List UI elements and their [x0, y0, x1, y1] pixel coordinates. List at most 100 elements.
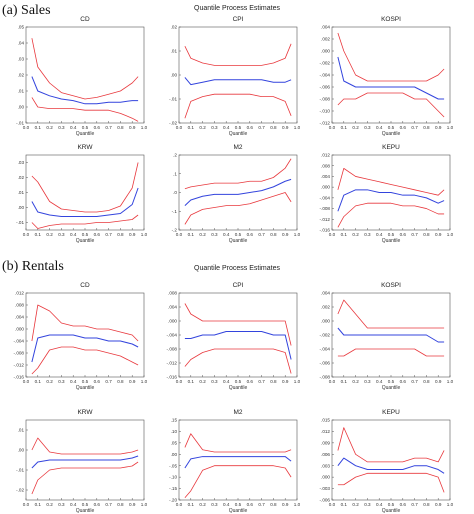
series-line-lower — [184, 93, 292, 119]
y-tick-label: .009 — [321, 440, 330, 445]
y-tick-label: .000 — [321, 475, 330, 480]
chart-2: KOSPI -.012 -.010 -.008 -.006 -.004 -.002 .000.… — [320, 16, 454, 137]
y-tick-label: -.002 — [320, 61, 331, 66]
y-tick-label: .012 — [321, 153, 330, 158]
chart-10: M2 -.20 -.15 -.10 -.05 .00 .05 .10 .15 0.0 0.1 0.2 0… — [169, 409, 301, 514]
series-line-upper — [337, 299, 445, 329]
x-tick-label: 0.8 — [423, 232, 430, 237]
chart-3: KRW -.01 .00 .01 .02 .03 0.0 0.1 0.2 0.3 0.4 0.5 0.6… — [16, 144, 148, 244]
series-line-estimate — [31, 187, 139, 217]
x-tick-label: 0.3 — [211, 232, 218, 237]
x-axis-label: Quantile — [382, 385, 401, 391]
x-tick-label: 0.0 — [23, 379, 30, 384]
x-tick-label: 0.0 — [329, 232, 336, 237]
series-line-lower — [31, 97, 139, 122]
chart-4: M2 -.2 -.1 .0 .1 .2 0.0 0.1 0.2 0.3 0.4 0.5 0.6 0.7 0.… — [172, 144, 301, 244]
y-tick-label: -.012 — [167, 361, 178, 366]
x-tick-label: 0.8 — [423, 379, 430, 384]
x-tick-label: 0.0 — [23, 125, 30, 130]
y-tick-label: -.004 — [320, 73, 331, 78]
chart-1: CPI -.02 -.01 .00 .01 .02 0.0 0.1 0.2 0.3 0.4 0.5 0.… — [169, 16, 301, 137]
chart-11: KEPU -.006 -.003 .000 .003 .006 .009 .012 .015 0.… — [320, 409, 454, 514]
chart-title: CPI — [233, 16, 244, 23]
x-tick-label: 0.5 — [388, 379, 395, 384]
x-tick-label: 0.5 — [82, 379, 89, 384]
y-tick-label: .012 — [321, 429, 330, 434]
x-tick-label: 0.5 — [388, 125, 395, 130]
x-axis-label: Quantile — [229, 508, 248, 514]
x-tick-label: 0.8 — [270, 232, 277, 237]
x-tick-label: 0.9 — [282, 125, 289, 130]
series-line-upper — [31, 38, 139, 100]
x-tick-label: 0.2 — [46, 125, 53, 130]
series-line-lower — [337, 348, 445, 357]
y-tick-label: .0 — [173, 190, 177, 195]
plot-frame — [331, 26, 451, 124]
y-tick-label: .008 — [15, 303, 24, 308]
series-line-estimate — [31, 334, 139, 363]
chart-title: M2 — [233, 144, 242, 151]
x-tick-label: 0.2 — [46, 379, 53, 384]
figure-title-sales: Quantile Process Estimates — [194, 5, 280, 12]
y-tick-label: .000 — [321, 185, 330, 190]
plot-frame — [25, 292, 145, 378]
x-tick-label: 0.9 — [129, 379, 136, 384]
x-tick-label: 1.0 — [141, 502, 148, 507]
x-tick-label: 0.7 — [258, 232, 265, 237]
y-tick-label: .03 — [18, 160, 25, 165]
x-tick-label: 0.4 — [70, 502, 77, 507]
y-tick-label: -.016 — [167, 375, 178, 380]
x-tick-label: 0.2 — [199, 125, 206, 130]
y-tick-label: -.012 — [320, 217, 331, 222]
x-axis-label: Quantile — [76, 131, 95, 137]
x-tick-label: 0.4 — [223, 125, 230, 130]
x-tick-label: 0.0 — [176, 502, 183, 507]
x-tick-label: 0.5 — [235, 379, 242, 384]
series-line-estimate — [184, 456, 292, 469]
x-axis-label: Quantile — [76, 238, 95, 244]
x-tick-label: 0.2 — [199, 379, 206, 384]
x-tick-label: 0.6 — [94, 125, 101, 130]
x-tick-label: 0.0 — [329, 379, 336, 384]
y-tick-label: .03 — [18, 57, 25, 62]
x-tick-label: 0.4 — [376, 502, 383, 507]
plot-frame — [178, 154, 298, 231]
x-tick-label: 0.1 — [35, 232, 42, 237]
series-line-estimate — [184, 331, 292, 360]
y-tick-label: -.012 — [14, 363, 25, 368]
series-line-upper — [31, 437, 139, 455]
y-tick-label: -.006 — [320, 498, 331, 503]
x-tick-label: 0.3 — [364, 379, 371, 384]
series-line-upper — [184, 433, 292, 453]
x-tick-label: 0.8 — [423, 502, 430, 507]
series-line-lower — [337, 472, 445, 493]
x-tick-label: 0.0 — [23, 232, 30, 237]
x-tick-label: 0.1 — [188, 125, 195, 130]
x-tick-label: 0.9 — [282, 379, 289, 384]
x-tick-label: 0.4 — [223, 232, 230, 237]
chart-title: CPI — [233, 282, 244, 289]
series-line-lower — [31, 461, 139, 495]
y-tick-label: .002 — [321, 305, 330, 310]
x-axis-label: Quantile — [382, 131, 401, 137]
y-tick-label: .002 — [321, 37, 330, 42]
y-tick-label: -.02 — [16, 488, 24, 493]
series-line-lower — [184, 192, 292, 225]
x-tick-label: 0.3 — [364, 125, 371, 130]
x-tick-label: 0.6 — [94, 379, 101, 384]
y-tick-label: .004 — [321, 25, 330, 30]
series-line-estimate — [337, 56, 445, 100]
y-tick-label: -.010 — [320, 109, 331, 114]
x-tick-label: 0.2 — [46, 502, 53, 507]
y-tick-label: -.20 — [169, 498, 177, 503]
x-tick-label: 0.6 — [247, 502, 254, 507]
x-tick-label: 1.0 — [141, 232, 148, 237]
y-tick-label: .00 — [18, 448, 25, 453]
x-tick-label: 0.6 — [94, 502, 101, 507]
x-tick-label: 0.2 — [46, 232, 53, 237]
y-tick-label: .02 — [18, 175, 25, 180]
y-tick-label: .02 — [171, 25, 178, 30]
series-line-lower — [337, 92, 445, 118]
x-tick-label: 0.4 — [223, 502, 230, 507]
x-tick-label: 0.9 — [282, 502, 289, 507]
